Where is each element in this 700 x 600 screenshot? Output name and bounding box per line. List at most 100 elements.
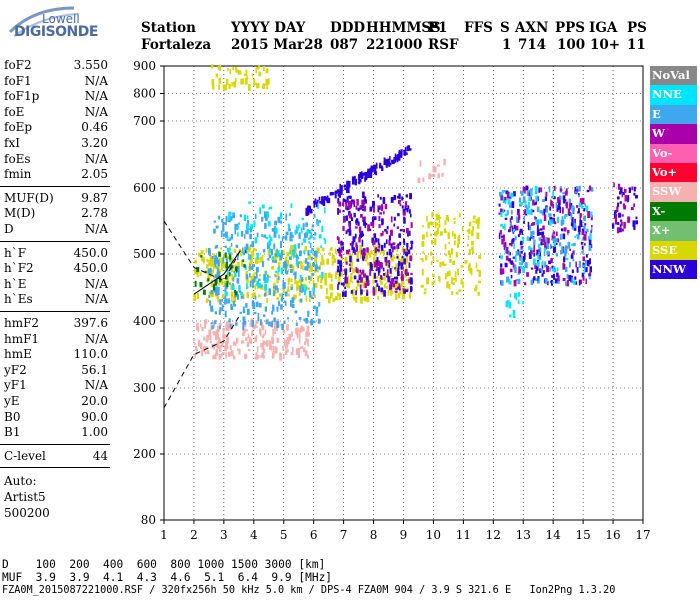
echo-mark-nnw xyxy=(404,205,407,211)
echo-mark-sse xyxy=(360,252,362,259)
echo-mark-nnw xyxy=(315,202,318,208)
echo-mark-w xyxy=(410,222,413,228)
echo-mark-nne xyxy=(581,238,584,241)
echo-mark-e xyxy=(310,319,312,326)
echo-mark-sse xyxy=(321,254,324,262)
echo-mark-nnw xyxy=(542,270,545,274)
y-tick-label: 200 xyxy=(133,447,156,461)
echo-mark-sse xyxy=(249,247,252,251)
autoscaling-info-0: Auto: xyxy=(4,474,37,489)
echo-mark-w xyxy=(388,284,392,291)
echo-mark-w xyxy=(511,225,514,228)
echo-mark-nnw xyxy=(362,216,365,223)
echo-mark-nnw xyxy=(406,243,409,248)
echo-mark-e xyxy=(222,256,225,264)
echo-mark-sse xyxy=(379,277,382,283)
echo-mark-ssw xyxy=(243,323,247,328)
echo-mark-ssw xyxy=(305,331,308,338)
echo-mark-nnw xyxy=(550,279,553,286)
echo-mark-w xyxy=(581,197,585,205)
echo-mark-ssw xyxy=(261,352,265,357)
echo-mark-e xyxy=(283,262,287,266)
echo-mark-x- xyxy=(242,259,245,263)
echo-mark-ssw xyxy=(230,323,234,329)
echo-mark-sse xyxy=(444,230,448,233)
echo-mark-w xyxy=(336,236,339,241)
echo-mark-nnw xyxy=(535,200,538,205)
echo-mark-e xyxy=(298,250,302,257)
echo-mark-ssw xyxy=(430,174,434,178)
echo-mark-e xyxy=(271,310,274,315)
echo-mark-nnw xyxy=(579,223,583,228)
echo-mark-w xyxy=(396,226,399,230)
echo-mark-e xyxy=(239,214,243,218)
echo-mark-w xyxy=(498,212,501,215)
echo-mark-w xyxy=(582,236,586,240)
echo-mark-nnw xyxy=(326,196,329,203)
echo-mark-nnw xyxy=(340,185,343,191)
param-name: fxI xyxy=(4,136,20,150)
echo-mark-sse xyxy=(224,263,226,269)
echo-mark-nnw xyxy=(396,256,399,259)
echo-mark-w xyxy=(581,231,585,235)
echo-mark-w xyxy=(394,290,398,293)
echo-mark-e xyxy=(551,219,554,224)
echo-mark-w xyxy=(518,266,522,274)
echo-mark-nnw xyxy=(581,245,584,250)
echo-mark-nnw xyxy=(357,174,360,178)
echo-mark-w xyxy=(340,249,343,253)
echo-mark-sse xyxy=(250,276,253,284)
echo-mark-nnw xyxy=(374,168,377,175)
echo-mark-nnw xyxy=(406,146,410,152)
echo-mark-w xyxy=(345,277,348,284)
echo-mark-ssw xyxy=(242,328,246,333)
echo-mark-nnw xyxy=(408,262,411,268)
echo-mark-sse xyxy=(211,79,215,86)
echo-mark-e xyxy=(210,267,212,273)
echo-mark-nne xyxy=(524,200,527,204)
echo-mark-e xyxy=(230,233,234,240)
echo-mark-ssw xyxy=(273,323,276,330)
echo-mark-e xyxy=(304,266,307,271)
echo-mark-ssw xyxy=(204,346,208,349)
echo-mark-sse xyxy=(454,271,457,278)
echo-mark-sse xyxy=(432,221,434,226)
echo-mark-sse xyxy=(340,270,343,275)
echo-mark-sse xyxy=(460,278,463,285)
echo-mark-nne xyxy=(578,202,582,208)
echo-mark-sse xyxy=(224,84,228,91)
echo-mark-w xyxy=(510,240,513,247)
echo-mark-sse xyxy=(238,248,241,252)
echo-mark-e xyxy=(232,300,235,306)
param-row-fof1: foF1 N/A xyxy=(4,74,108,88)
echo-mark-nnw xyxy=(339,268,343,272)
echo-mark-ssw xyxy=(218,322,222,327)
echo-mark-e xyxy=(274,253,278,257)
echo-mark-e xyxy=(306,261,310,269)
echo-mark-sse xyxy=(209,255,212,262)
echo-mark-sse xyxy=(472,220,476,223)
echo-mark-e xyxy=(251,241,255,248)
echo-mark-sse xyxy=(316,269,319,273)
echo-mark-nne xyxy=(275,227,278,234)
echo-mark-w xyxy=(360,276,363,283)
echo-mark-e xyxy=(219,325,221,330)
echo-mark-sse xyxy=(308,269,311,273)
echo-mark-e xyxy=(221,298,224,302)
echo-mark-w xyxy=(346,250,350,255)
echo-mark-e xyxy=(277,216,281,223)
header-p1-label: P1 xyxy=(428,20,448,36)
echo-mark-e xyxy=(291,303,295,309)
echo-mark-sse xyxy=(290,244,293,251)
echo-mark-ssw xyxy=(428,173,432,180)
echo-mark-ssw xyxy=(224,345,228,352)
echo-mark-sse xyxy=(403,286,406,291)
echo-mark-nnw xyxy=(500,235,504,238)
echo-mark-sse xyxy=(446,281,449,289)
echo-mark-sse xyxy=(385,282,387,285)
echo-mark-sse xyxy=(287,268,290,272)
echo-mark-ssw xyxy=(247,333,250,339)
x-tick-label: 6 xyxy=(310,528,318,542)
echo-mark-w xyxy=(551,235,555,239)
x-tick-label: 15 xyxy=(575,528,590,542)
